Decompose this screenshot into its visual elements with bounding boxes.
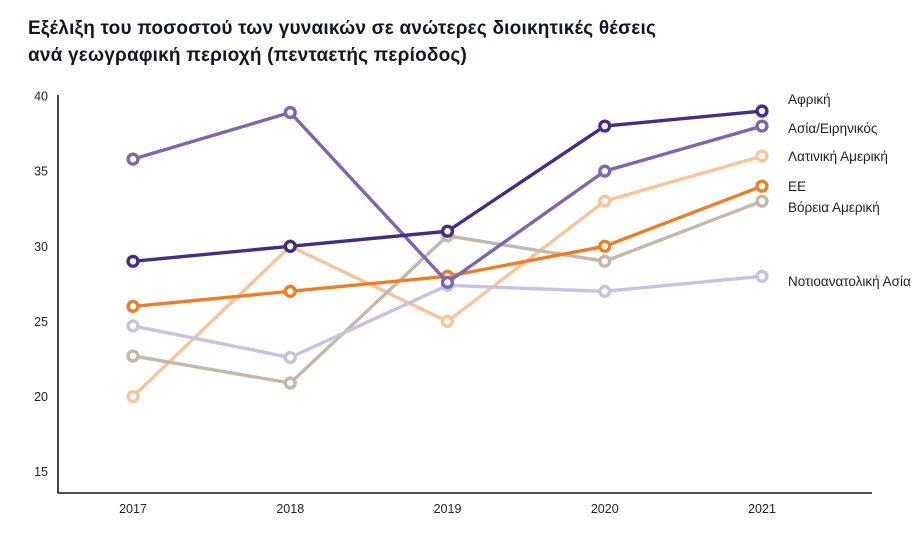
x-tick-label: 2020 [591, 502, 619, 516]
data-point-north-america-2017 [126, 349, 140, 363]
x-tick-label: 2019 [434, 502, 462, 516]
data-point-north-america-2018 [283, 376, 297, 390]
data-point-latin-america-2017 [126, 389, 140, 404]
data-point-asia-pacific-2020 [598, 164, 612, 178]
data-point-asia-pacific-2019 [440, 275, 455, 289]
y-tick-label: 15 [34, 465, 48, 479]
x-tick-label: 2018 [276, 502, 304, 516]
data-point-southeast-asia-2017 [126, 319, 140, 333]
series-line-asia-pacific [131, 110, 764, 285]
data-point-africa-2020 [598, 119, 612, 133]
data-point-africa-2019 [440, 224, 455, 238]
chart-title: Εξέλιξη του ποσοστού των γυναικών σε ανώ… [28, 18, 657, 66]
data-point-eu-2017 [126, 299, 140, 313]
data-point-latin-america-2020 [598, 194, 612, 208]
y-tick-label: 20 [34, 390, 48, 404]
data-point-africa-2017 [126, 254, 140, 268]
data-point-north-america-2021 [755, 194, 769, 208]
data-point-north-america-2020 [598, 254, 612, 268]
data-point-asia-pacific-2017 [126, 152, 140, 166]
data-point-southeast-asia-2020 [598, 284, 612, 298]
data-point-africa-2021 [755, 104, 769, 118]
x-tick-label: 2017 [119, 502, 147, 516]
data-point-latin-america-2021 [755, 149, 769, 163]
y-tick-label: 35 [34, 165, 48, 179]
data-point-africa-2018 [283, 239, 297, 253]
data-point-latin-america-2019 [440, 314, 455, 329]
y-tick-label: 25 [34, 315, 48, 329]
data-point-asia-pacific-2018 [283, 105, 297, 120]
data-point-eu-2021 [755, 179, 769, 193]
data-point-eu-2018 [283, 284, 297, 298]
data-point-southeast-asia-2018 [283, 350, 297, 365]
data-point-asia-pacific-2021 [755, 119, 769, 133]
data-point-eu-2020 [598, 239, 612, 253]
y-tick-label: 40 [34, 90, 48, 104]
y-tick-label: 30 [34, 240, 48, 254]
data-point-southeast-asia-2021 [755, 269, 769, 283]
x-tick-label: 2021 [748, 502, 776, 516]
